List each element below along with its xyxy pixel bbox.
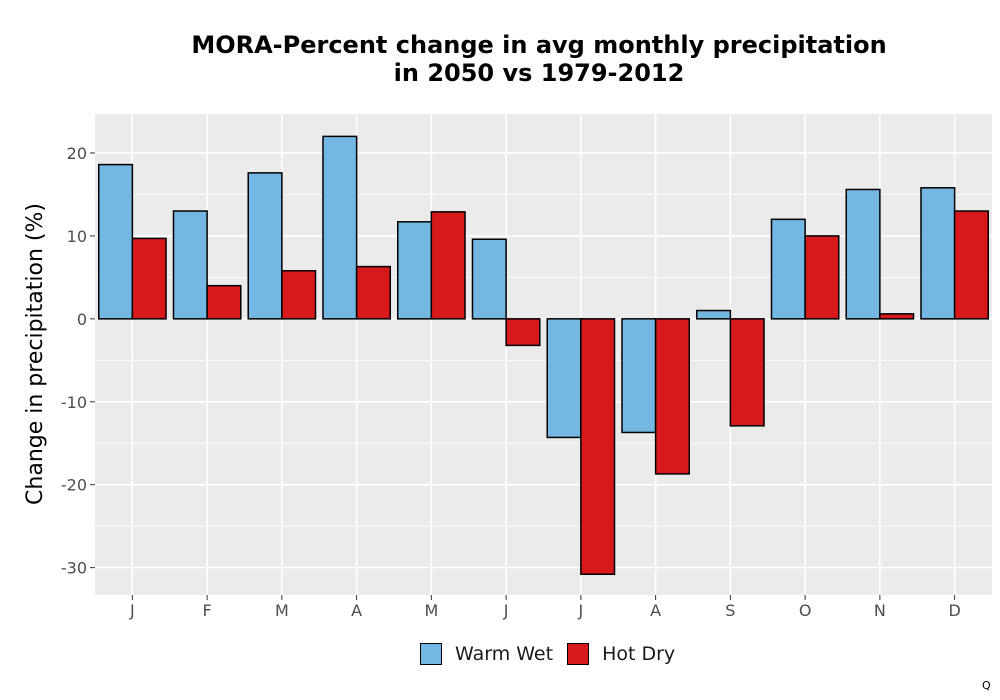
bar-hot-dry bbox=[355, 265, 392, 320]
bar-hot-dry bbox=[879, 313, 915, 320]
bars bbox=[97, 135, 990, 576]
bar-hot-dry bbox=[580, 318, 616, 576]
bar-hot-dry bbox=[131, 237, 167, 320]
x-tick-label: J bbox=[129, 601, 135, 620]
bar-hot-dry bbox=[654, 318, 691, 475]
bar-warm-wet bbox=[621, 318, 657, 434]
bar-hot-dry bbox=[505, 318, 541, 347]
legend-swatch-hot-dry bbox=[567, 643, 590, 665]
bar-warm-wet bbox=[695, 309, 732, 320]
bar-warm-wet bbox=[845, 188, 881, 320]
x-tick-label: S bbox=[725, 601, 735, 620]
bar-warm-wet bbox=[770, 218, 806, 320]
y-axis-title: Change in precipitation (%) bbox=[23, 203, 48, 505]
chart-title-line-1: MORA-Percent change in avg monthly preci… bbox=[191, 31, 887, 59]
bar-warm-wet bbox=[546, 318, 582, 439]
x-tick-label: M bbox=[424, 601, 438, 620]
x-tick-label: J bbox=[578, 601, 584, 620]
x-tick-label: A bbox=[650, 601, 661, 620]
bar-hot-dry bbox=[281, 269, 317, 320]
x-tick-label: N bbox=[874, 601, 886, 620]
x-tick-label: F bbox=[203, 601, 212, 620]
bar-warm-wet bbox=[322, 135, 358, 320]
x-tick-label: O bbox=[799, 601, 812, 620]
y-tick-label: -20 bbox=[61, 476, 87, 495]
y-tick-label: 0 bbox=[77, 310, 87, 329]
y-tick-label: 10 bbox=[67, 227, 87, 246]
bar-hot-dry bbox=[430, 211, 466, 320]
bar-warm-wet bbox=[396, 221, 433, 320]
y-tick-label: 20 bbox=[67, 144, 87, 163]
bar-warm-wet bbox=[172, 210, 208, 320]
bar-warm-wet bbox=[471, 238, 507, 320]
legend-swatch-warm-wet bbox=[420, 643, 442, 665]
corner-mark: Q bbox=[982, 679, 991, 692]
x-tick-label: M bbox=[275, 601, 289, 620]
bar-warm-wet bbox=[920, 187, 956, 320]
legend-label-hot-dry: Hot Dry bbox=[602, 643, 676, 665]
legend-label-warm-wet: Warm Wet bbox=[455, 643, 554, 665]
bar-hot-dry bbox=[804, 235, 840, 320]
y-tick-label: -10 bbox=[61, 393, 87, 412]
y-tick-label: -30 bbox=[61, 559, 87, 578]
bar-warm-wet bbox=[247, 172, 283, 320]
x-tick-label: A bbox=[351, 601, 362, 620]
plot-panel bbox=[95, 114, 992, 595]
bar-hot-dry bbox=[206, 284, 242, 320]
chart-title-line-2: in 2050 vs 1979-2012 bbox=[393, 59, 685, 87]
bar-warm-wet bbox=[97, 163, 134, 320]
y-axis-ticks: -30 -20 -10 0 10 20 bbox=[61, 144, 95, 578]
x-tick-label: J bbox=[503, 601, 509, 620]
bar-hot-dry bbox=[729, 318, 765, 427]
minor-gridlines bbox=[95, 194, 992, 527]
legend: Warm Wet Hot Dry bbox=[420, 640, 689, 668]
x-tick-label: D bbox=[948, 601, 960, 620]
bar-hot-dry bbox=[953, 210, 990, 320]
